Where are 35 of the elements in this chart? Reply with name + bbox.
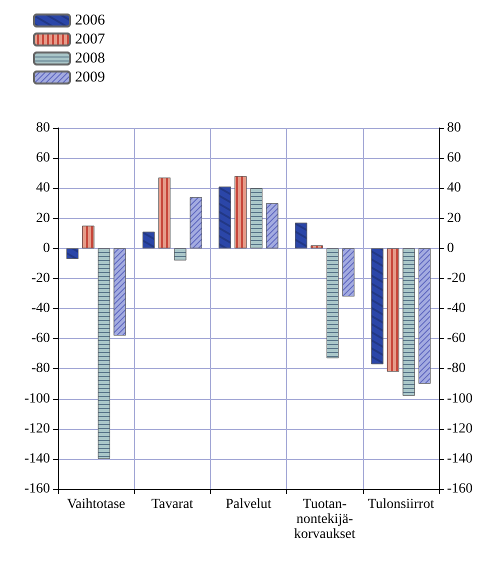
- y2-tick-label: 20: [447, 210, 461, 226]
- y-tick-label: -160: [24, 482, 50, 496]
- x-tick-label: Tuotan- nontekijä- korvaukset: [294, 497, 356, 542]
- y-tick-label: -100: [24, 391, 50, 406]
- y-tick-label: -40: [31, 301, 50, 316]
- x-tick-label: Tulonsiirrot: [368, 497, 434, 512]
- y-tick-label: -120: [24, 421, 50, 436]
- y2-tick-label: -140: [447, 451, 473, 466]
- legend-label: 2007: [75, 32, 106, 48]
- y-tick-label: -140: [24, 451, 50, 466]
- y2-tick-label: 40: [447, 180, 461, 196]
- y-tick-label: 80: [36, 120, 50, 136]
- y2-tick-label: -80: [447, 361, 466, 376]
- y2-tick-label: -40: [447, 301, 466, 316]
- y2-tick-label: -160: [447, 482, 473, 496]
- y2-tick-label: 80: [447, 120, 461, 136]
- legend-label: 2006: [75, 12, 106, 28]
- y-tick-label: 20: [36, 210, 50, 226]
- y-tick-label: 60: [36, 150, 50, 166]
- y2-tick-label: 0: [447, 240, 454, 256]
- y2-tick-label: -60: [447, 331, 466, 346]
- x-tick-label: Vaihtotase: [66, 497, 126, 512]
- y2-tick-label: -20: [447, 270, 466, 286]
- y-tick-label: -80: [31, 361, 50, 376]
- y2-tick-label: 60: [447, 150, 461, 166]
- y-tick-label: 0: [43, 240, 50, 256]
- legend-label: 2009: [75, 70, 105, 86]
- y2-tick-label: -120: [447, 421, 473, 436]
- y-tick-label: -20: [31, 270, 50, 286]
- y-tick-label: 40: [36, 180, 50, 196]
- y-tick-label: -60: [31, 331, 50, 346]
- y2-tick-label: -100: [447, 391, 473, 406]
- x-tick-label: Palvelut: [226, 497, 272, 512]
- legend-label: 2008: [75, 50, 105, 66]
- x-tick-label: Tavarat: [151, 497, 194, 512]
